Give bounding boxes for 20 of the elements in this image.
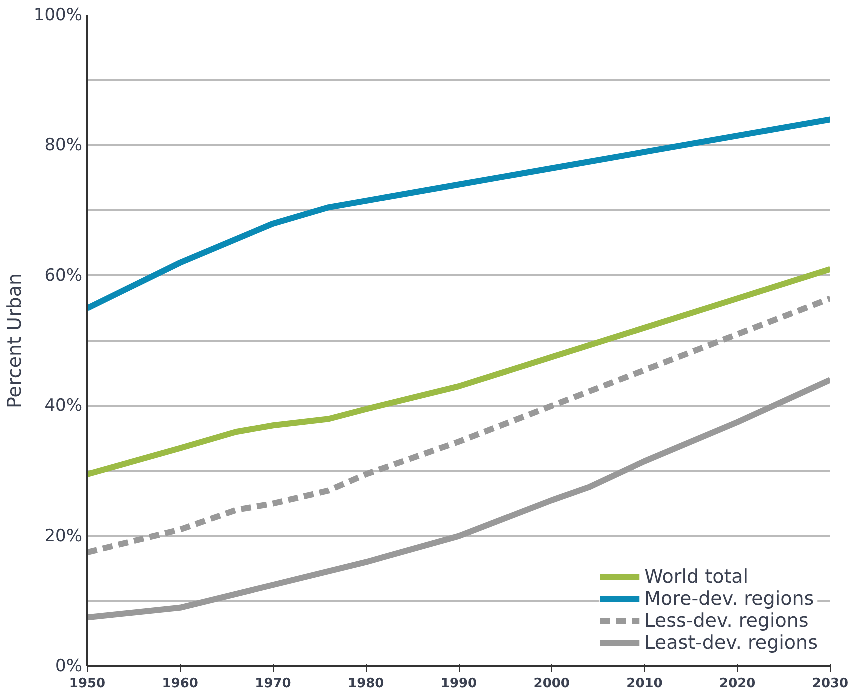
x-tick-label: 1960 <box>162 676 198 692</box>
y-tick-label: 100% <box>34 6 83 26</box>
x-tick-label: 2020 <box>720 676 756 692</box>
legend-label: World total <box>644 566 749 588</box>
y-tick-label: 20% <box>44 526 83 546</box>
y-tick-label: 0% <box>56 656 83 676</box>
y-tick-label: 40% <box>44 396 83 416</box>
x-tick-label: 2030 <box>812 676 849 692</box>
x-tick-label: 2010 <box>626 676 663 692</box>
x-tick-label: 1990 <box>440 676 478 692</box>
x-tick-label: 1970 <box>255 676 292 692</box>
y-tick-label: 80% <box>44 136 83 156</box>
y-tick-label: 60% <box>44 266 83 286</box>
legend-label: More-dev. regions <box>644 588 814 610</box>
x-tick-label: 2000 <box>534 676 570 692</box>
legend-label: Least-dev. regions <box>644 632 818 654</box>
x-tick-label: 1980 <box>348 676 384 692</box>
x-tick-label: 1950 <box>69 676 106 692</box>
legend-label: Less-dev. regions <box>644 610 809 632</box>
y-axis-title: Percent Urban <box>4 273 26 408</box>
